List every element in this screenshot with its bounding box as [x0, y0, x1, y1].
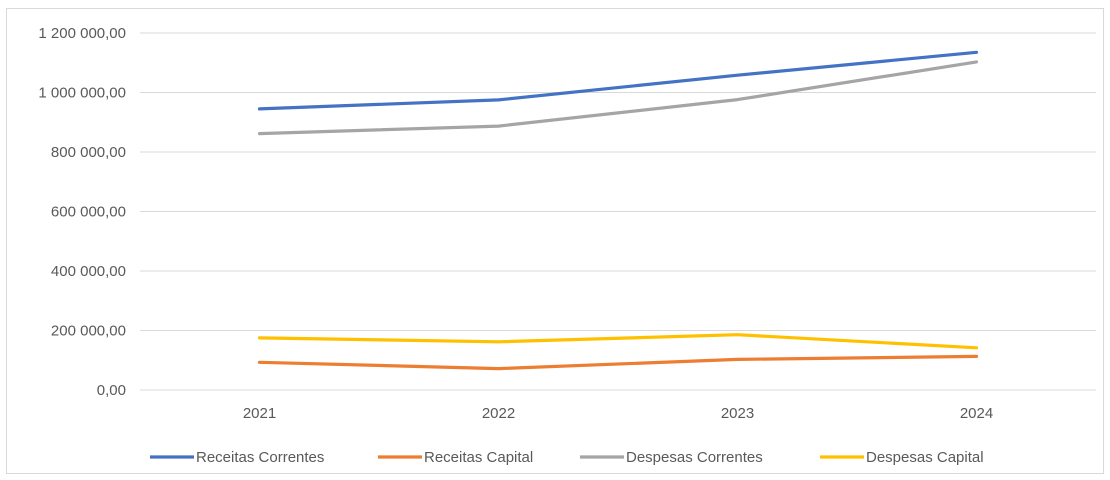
y-axis-tick-labels: 0,00 200 000,00 400 000,00 600 000,00 800 00…: [38, 25, 126, 399]
series-line: [257, 60, 979, 136]
x-tick-label: 2024: [960, 405, 993, 422]
y-tick-label: 400 000,00: [51, 263, 126, 280]
y-tick-label: 600 000,00: [51, 204, 126, 221]
x-tick-label: 2023: [721, 405, 754, 422]
series-line: [257, 50, 979, 111]
legend: Receitas Correntes Receitas Capital Despes…: [150, 449, 984, 466]
y-tick-label: 800 000,00: [51, 144, 126, 161]
legend-item: Despesas Correntes: [580, 449, 763, 466]
y-tick-label: 1 000 000,00: [38, 85, 126, 102]
legend-label: Receitas Capital: [424, 449, 533, 466]
chart-frame: [6, 8, 1104, 474]
legend-item: Receitas Correntes: [150, 449, 324, 466]
series-lines: [257, 50, 979, 371]
legend-label: Despesas Correntes: [626, 449, 763, 466]
y-tick-label: 200 000,00: [51, 323, 126, 340]
legend-label: Despesas Capital: [866, 449, 984, 466]
series-line: [257, 333, 979, 350]
x-axis-tick-labels: 2021 2022 2023 2024: [243, 405, 993, 422]
legend-item: Receitas Capital: [378, 449, 533, 466]
legend-label: Receitas Correntes: [196, 449, 324, 466]
legend-item: Despesas Capital: [820, 449, 984, 466]
series-line: [257, 354, 979, 371]
y-tick-label: 1 200 000,00: [38, 25, 126, 42]
y-tick-label: 0,00: [97, 382, 126, 399]
x-tick-label: 2022: [482, 405, 515, 422]
x-tick-label: 2021: [243, 405, 276, 422]
gridlines: [140, 32, 1096, 391]
